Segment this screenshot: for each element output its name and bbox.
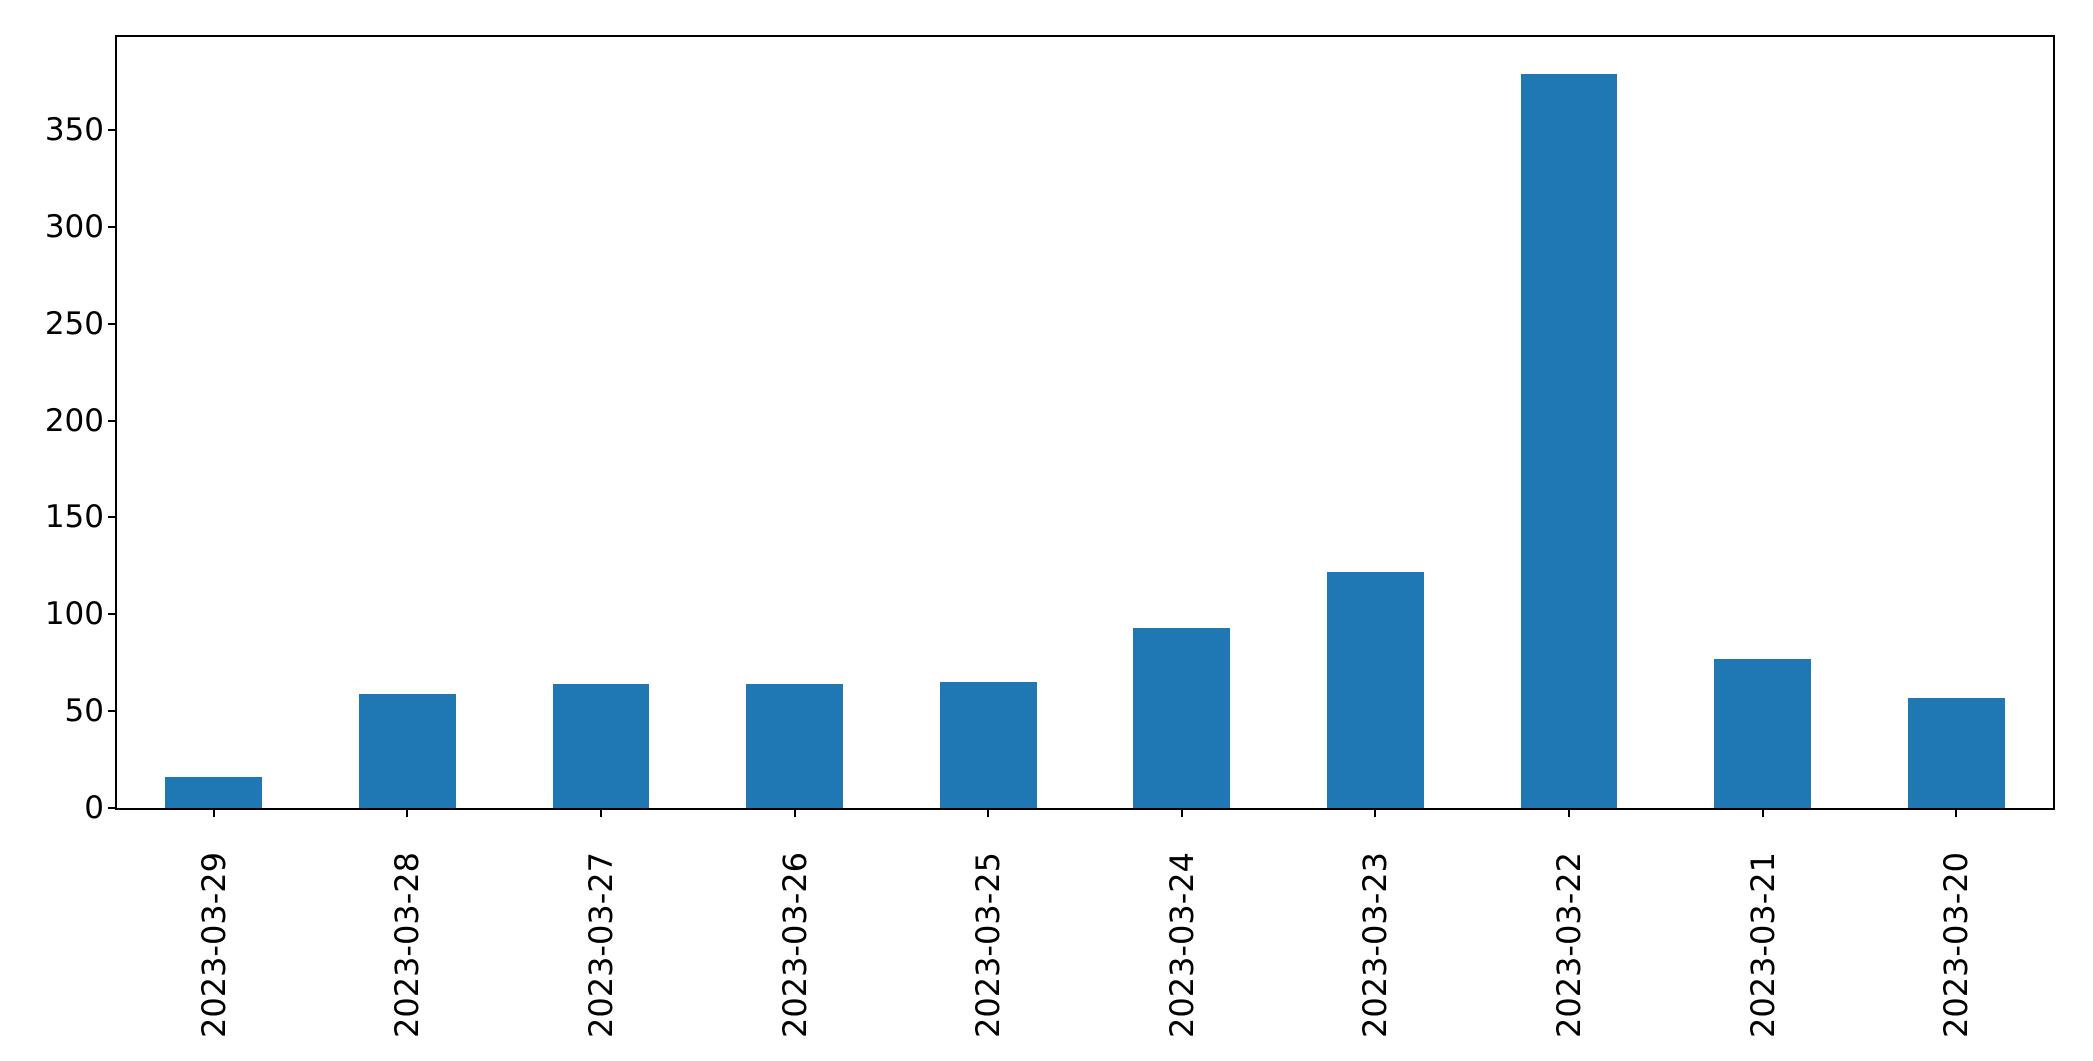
y-tick-100 xyxy=(108,613,115,616)
x-tick-2023-03-22 xyxy=(1568,810,1570,817)
x-tick-2023-03-23 xyxy=(1374,810,1377,817)
bar-2023-03-22 xyxy=(1520,73,1618,808)
bar-2023-03-24 xyxy=(1133,627,1231,808)
y-tick-150 xyxy=(108,516,115,519)
x-tick-label-2023-03-23: 2023-03-23 xyxy=(1356,852,1395,1038)
x-tick-2023-03-28 xyxy=(406,810,409,817)
plot-area xyxy=(115,35,2055,810)
y-tick-label-350: 350 xyxy=(44,111,104,148)
x-tick-label-2023-03-27: 2023-03-27 xyxy=(582,852,620,1038)
bar-2023-03-26 xyxy=(746,684,843,808)
x-tick-label-2023-03-28: 2023-03-28 xyxy=(388,852,427,1038)
y-tick-label-0: 0 xyxy=(84,790,104,826)
y-tick-label-150: 150 xyxy=(44,499,104,536)
bar-2023-03-29 xyxy=(165,777,263,808)
x-tick-2023-03-25 xyxy=(987,810,990,817)
bar-2023-03-25 xyxy=(939,682,1037,808)
y-tick-label-100: 100 xyxy=(44,596,104,633)
x-tick-2023-03-24 xyxy=(1180,810,1183,817)
x-tick-2023-03-20 xyxy=(1955,810,1958,817)
x-tick-2023-03-26 xyxy=(793,810,796,817)
y-tick-200 xyxy=(108,419,115,422)
y-tick-250 xyxy=(108,322,115,325)
x-tick-label-2023-03-25: 2023-03-25 xyxy=(969,852,1008,1038)
y-tick-50 xyxy=(108,710,115,713)
x-tick-label-2023-03-22: 2023-03-22 xyxy=(1550,852,1588,1038)
bar-2023-03-23 xyxy=(1327,571,1424,808)
bars-layer xyxy=(117,37,2053,808)
x-tick-label-2023-03-26: 2023-03-26 xyxy=(775,852,814,1038)
bar-2023-03-20 xyxy=(1907,697,2005,808)
x-tick-2023-03-29 xyxy=(212,810,215,817)
bar-2023-03-21 xyxy=(1714,658,1811,808)
y-tick-0 xyxy=(108,807,115,809)
x-tick-label-2023-03-29: 2023-03-29 xyxy=(194,852,233,1038)
y-tick-label-200: 200 xyxy=(44,402,104,439)
x-tick-2023-03-27 xyxy=(600,810,602,817)
bar-2023-03-27 xyxy=(552,684,650,808)
y-tick-300 xyxy=(108,225,115,228)
x-tick-2023-03-21 xyxy=(1761,810,1764,817)
y-tick-label-300: 300 xyxy=(44,208,104,245)
x-tick-label-2023-03-20: 2023-03-20 xyxy=(1937,852,1976,1038)
y-tick-350 xyxy=(108,128,115,131)
x-tick-label-2023-03-21: 2023-03-21 xyxy=(1743,852,1782,1038)
y-tick-label-50: 50 xyxy=(64,693,104,730)
x-tick-label-2023-03-24: 2023-03-24 xyxy=(1162,852,1201,1038)
bar-2023-03-28 xyxy=(359,693,456,808)
y-tick-label-250: 250 xyxy=(44,305,104,342)
